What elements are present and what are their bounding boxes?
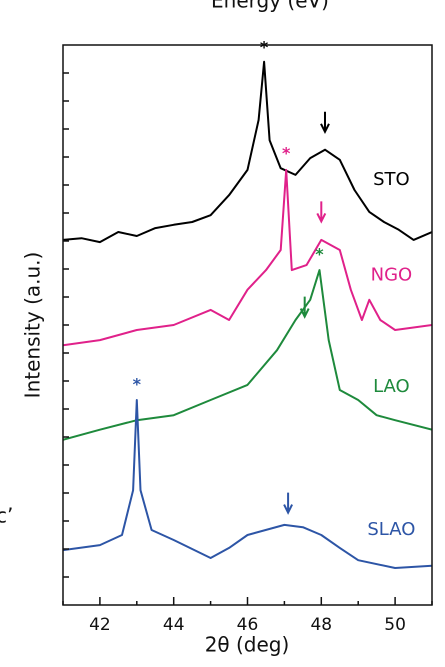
series-label: LAO xyxy=(373,376,410,397)
plot-area xyxy=(63,60,432,569)
arrow xyxy=(299,296,310,319)
x-tick-label: 44 xyxy=(163,615,185,635)
data-line xyxy=(63,399,432,569)
peak-marker: * xyxy=(260,37,269,56)
series-label: STO xyxy=(373,169,410,190)
data-line xyxy=(63,269,432,441)
arrow xyxy=(316,201,327,224)
y-axis-label: Intensity (a.u.) xyxy=(21,252,45,399)
series-label: SLAO xyxy=(367,519,415,540)
cropped-title: Energy (eV) xyxy=(211,0,329,13)
peak-marker: * xyxy=(133,374,142,393)
data-line xyxy=(63,60,432,244)
arrow xyxy=(320,111,330,135)
x-tick-label: 42 xyxy=(89,615,111,635)
arrow xyxy=(283,492,293,515)
x-axis-label: 2θ (deg) xyxy=(205,633,290,657)
x-tick-label: 46 xyxy=(237,615,259,635)
x-tick-label: 50 xyxy=(384,615,406,635)
peak-marker: * xyxy=(315,245,324,264)
series-label: NGO xyxy=(371,265,413,286)
cropped-text: c’ xyxy=(0,504,13,528)
x-tick-label: 48 xyxy=(310,615,332,635)
peak-marker: * xyxy=(282,144,291,163)
data-line xyxy=(63,168,432,347)
